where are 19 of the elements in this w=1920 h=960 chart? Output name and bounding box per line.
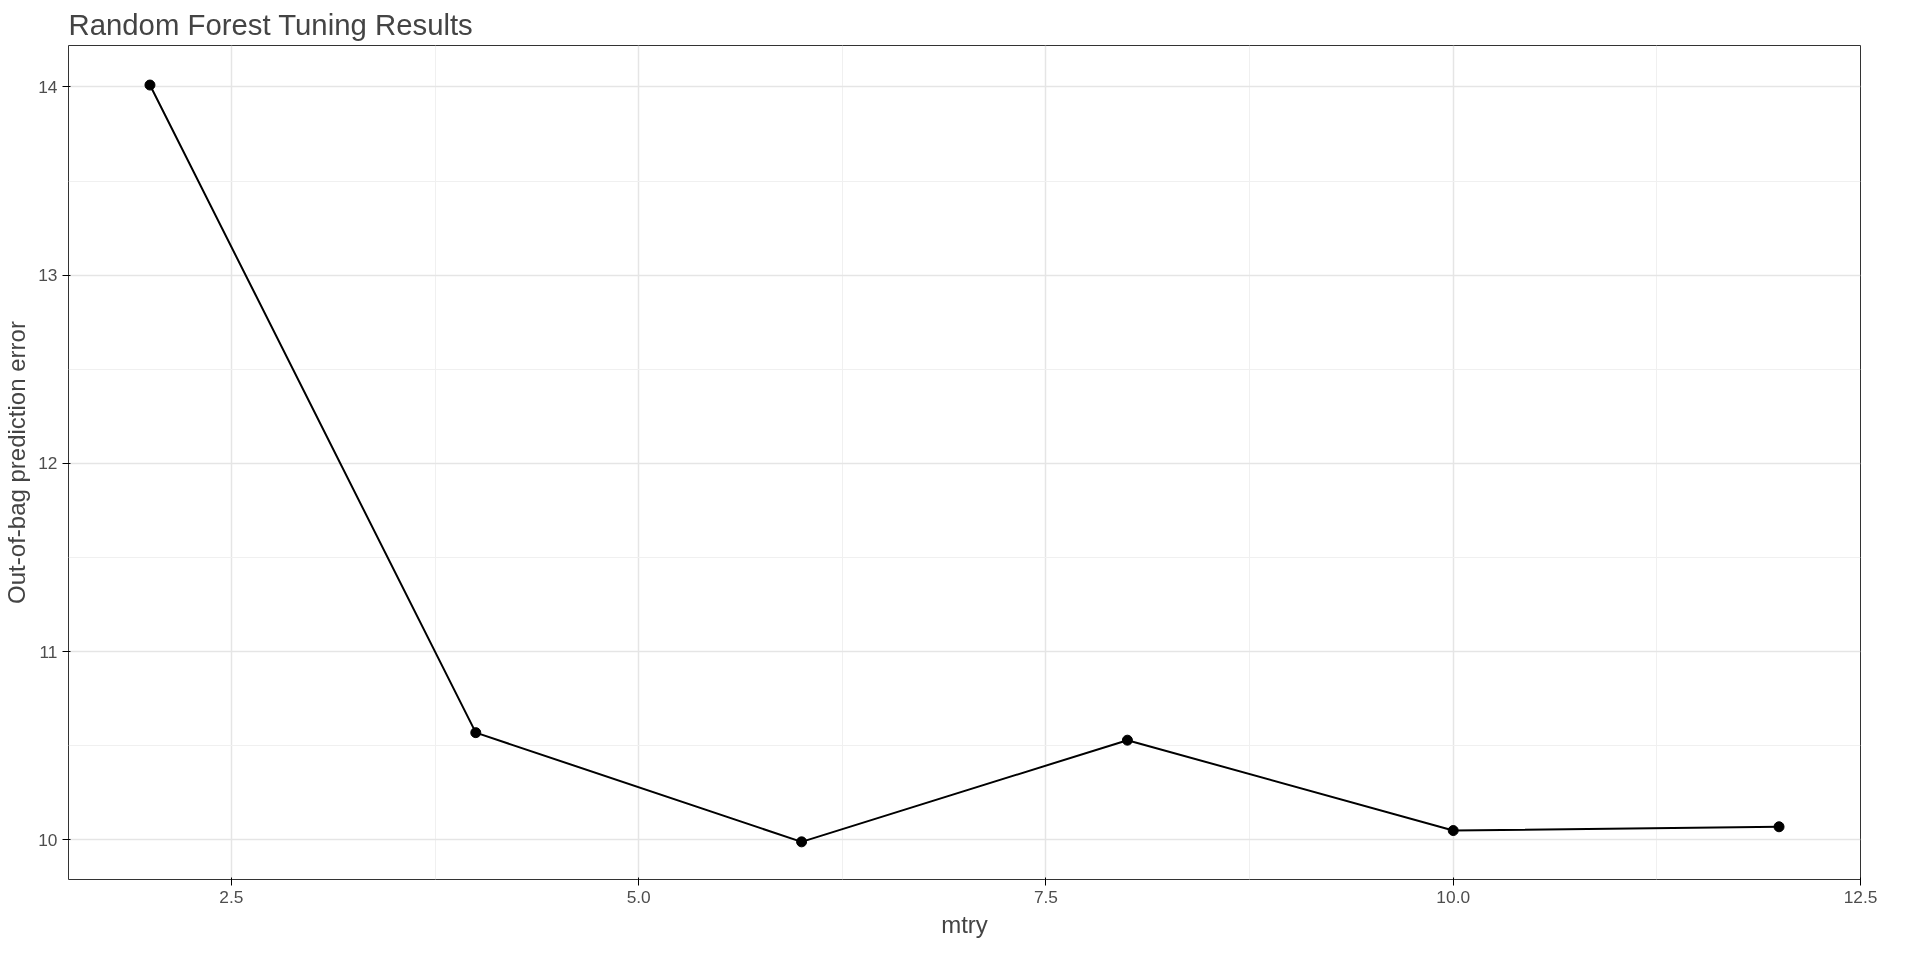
y-tick-label: 12 bbox=[38, 453, 58, 474]
x-tick-label: 2.5 bbox=[219, 886, 244, 907]
y-axis-title: Out-of-bag prediction error bbox=[3, 321, 31, 604]
point bbox=[144, 79, 156, 91]
x-tick-label: 12.5 bbox=[1843, 886, 1878, 907]
x-tick-label: 7.5 bbox=[1033, 886, 1058, 907]
y-tick-label: 11 bbox=[39, 641, 58, 662]
point bbox=[796, 836, 808, 848]
x-tick-label: 5.0 bbox=[626, 886, 651, 907]
x-tick-label: 10.0 bbox=[1436, 886, 1471, 907]
x-axis-title: mtry bbox=[941, 910, 988, 938]
point bbox=[1121, 734, 1133, 746]
point bbox=[1447, 825, 1459, 837]
chart-title: Random Forest Tuning Results bbox=[68, 7, 473, 41]
point bbox=[470, 727, 482, 739]
point bbox=[1773, 821, 1785, 833]
y-tick-label: 10 bbox=[38, 829, 58, 850]
y-tick-label: 13 bbox=[38, 265, 58, 286]
y-tick-label: 14 bbox=[38, 76, 58, 97]
